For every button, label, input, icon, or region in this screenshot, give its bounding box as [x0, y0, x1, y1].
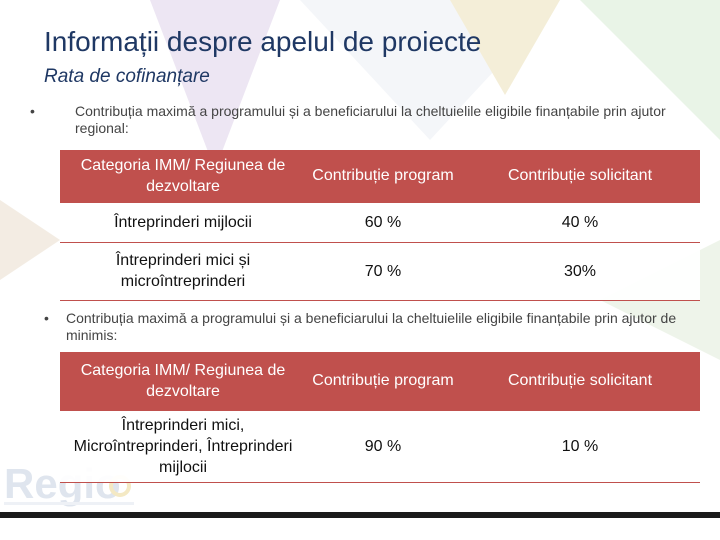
table-row: Întreprinderi mici, Microîntreprinderi, …: [60, 409, 700, 483]
cell-category: Întreprinderi mici și microîntreprinderi: [60, 241, 306, 301]
table-row: Întreprinderi mijlocii 60 % 40 %: [60, 201, 700, 242]
header-program-contribution: Contribuție program: [306, 150, 460, 202]
header-category: Categoria IMM/ Regiunea de dezvoltare: [60, 150, 306, 202]
cell-applicant: 30%: [460, 241, 700, 301]
cell-program: 70 %: [306, 241, 460, 301]
bullet-de-minimis: • Contribuția maximă a programului și a …: [44, 310, 704, 344]
footer-bar: [0, 512, 720, 518]
cell-category: Întreprinderi mici, Microîntreprinderi, …: [60, 409, 306, 483]
bullet-text: Contribuția maximă a programului și a be…: [66, 310, 677, 343]
bullet-marker: •: [30, 103, 35, 119]
header-applicant-contribution: Contribuție solicitant: [460, 150, 700, 202]
slide-title: Informații despre apelul de proiecte: [44, 26, 482, 57]
cell-applicant: 10 %: [460, 409, 700, 483]
slide-subtitle: Rata de cofinanțare: [44, 66, 210, 87]
table-row: Întreprinderi mici și microîntreprinderi…: [60, 241, 700, 301]
header-program-contribution: Contribuție program: [306, 352, 460, 410]
cell-program: 90 %: [306, 409, 460, 483]
cofinancing-table-regional-aid: Categoria IMM/ Regiunea de dezvoltare Co…: [60, 150, 700, 301]
header-category: Categoria IMM/ Regiunea de dezvoltare: [60, 352, 306, 410]
cell-program: 60 %: [306, 201, 460, 242]
bullet-marker: •: [44, 310, 49, 326]
cell-applicant: 40 %: [460, 201, 700, 242]
cofinancing-table-de-minimis: Categoria IMM/ Regiunea de dezvoltare Co…: [60, 352, 700, 483]
cell-category: Întreprinderi mijlocii: [60, 201, 306, 242]
table-header-row: Categoria IMM/ Regiunea de dezvoltare Co…: [60, 352, 700, 410]
bullet-regional-aid: • Contribuția maximă a programului și a …: [30, 103, 690, 137]
header-applicant-contribution: Contribuție solicitant: [460, 352, 700, 410]
table-header-row: Categoria IMM/ Regiunea de dezvoltare Co…: [60, 150, 700, 202]
bullet-text: Contribuția maximă a programului și a be…: [75, 103, 666, 136]
